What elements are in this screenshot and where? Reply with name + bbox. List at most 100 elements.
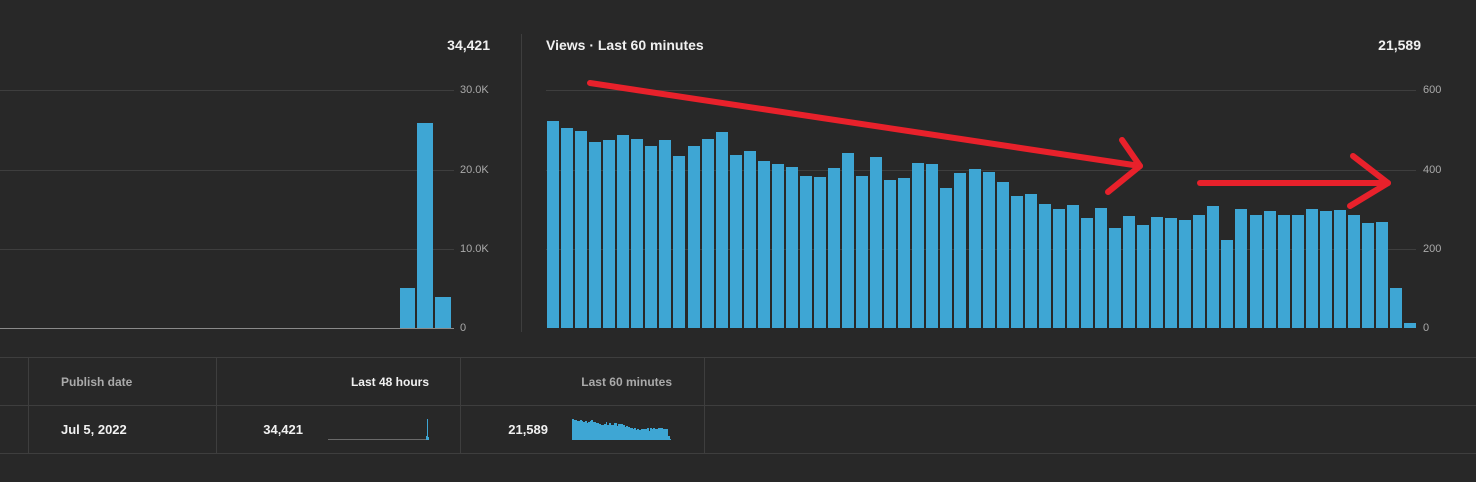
sparkline-60-bar: [600, 424, 603, 440]
right-chart-bar[interactable]: [1361, 222, 1374, 328]
sparkline-60-bar: [648, 431, 651, 440]
right-chart-bar[interactable]: [771, 164, 784, 328]
right-chart-bar[interactable]: [1066, 205, 1079, 328]
right-chart-bar[interactable]: [1038, 203, 1051, 328]
right-chart-bar[interactable]: [1263, 210, 1276, 328]
right-chart-bar[interactable]: [870, 157, 883, 328]
table-col-divider-1: [28, 357, 29, 453]
sparkline-48-baseline: [328, 439, 428, 440]
sparkline-60-bar: [642, 428, 645, 440]
right-chart-bar[interactable]: [1123, 215, 1136, 328]
right-chart-bar[interactable]: [1375, 221, 1388, 328]
right-chart-bar[interactable]: [926, 164, 939, 328]
sparkline-60-bar: [645, 428, 648, 440]
right-chart-bar[interactable]: [884, 180, 897, 328]
left-chart-bar[interactable]: [435, 297, 451, 328]
right-chart-bar[interactable]: [561, 128, 574, 328]
right-chart-bar[interactable]: [996, 182, 1009, 328]
right-chart-bar[interactable]: [1010, 195, 1023, 328]
left-chart-bar[interactable]: [417, 123, 433, 328]
header-last-60-minutes[interactable]: Last 60 minutes: [581, 375, 672, 389]
sparkline-60-bar: [573, 419, 576, 440]
row-last-60-minutes-value: 21,589: [508, 422, 548, 437]
right-chart-bar[interactable]: [687, 145, 700, 328]
right-chart-bar[interactable]: [1024, 194, 1037, 328]
right-chart-bar[interactable]: [1193, 214, 1206, 328]
sparkline-60-bar: [661, 428, 664, 440]
sparkline-60-bar: [656, 428, 659, 440]
flat-trend-arrow-head: [1347, 153, 1391, 209]
right-chart-bar[interactable]: [673, 156, 686, 328]
sparkline-60-bar: [637, 428, 640, 440]
right-chart-bar[interactable]: [1080, 218, 1093, 328]
right-total: 21,589: [1378, 37, 1421, 53]
sparkline-60-bar: [655, 428, 657, 440]
left-tick-0: 0: [460, 322, 467, 334]
right-chart-bar[interactable]: [1235, 209, 1248, 328]
right-chart-bar[interactable]: [1277, 214, 1290, 328]
right-chart-bar[interactable]: [954, 173, 967, 328]
right-chart-bar[interactable]: [1347, 214, 1360, 328]
right-chart-bar[interactable]: [982, 172, 995, 328]
sparkline-60-bar: [631, 427, 633, 440]
sparkline-60-bar: [599, 423, 602, 440]
sparkline-60-bar: [583, 421, 586, 440]
sparkline-60-bar: [602, 424, 605, 440]
right-chart-bar[interactable]: [799, 176, 812, 328]
right-chart-bar[interactable]: [1179, 220, 1192, 328]
right-chart-bar[interactable]: [589, 141, 602, 328]
header-last-48-hours[interactable]: Last 48 hours: [350, 375, 429, 389]
right-chart-bar[interactable]: [785, 166, 798, 328]
right-chart-bar[interactable]: [715, 132, 728, 328]
right-chart-bar[interactable]: [1207, 206, 1220, 328]
right-chart-bar[interactable]: [1137, 224, 1150, 328]
sparkline-60-bar: [575, 420, 578, 440]
right-chart-bar[interactable]: [1390, 288, 1402, 328]
right-chart-bar[interactable]: [1291, 214, 1304, 328]
sparkline-60-bar: [624, 426, 627, 440]
sparkline-60-bar: [572, 419, 574, 440]
right-chart-bar[interactable]: [828, 168, 840, 328]
sparkline-60-bar: [591, 420, 594, 440]
right-chart-bar[interactable]: [898, 178, 911, 328]
right-chart-bar[interactable]: [940, 187, 953, 328]
right-chart-bar[interactable]: [547, 120, 559, 328]
sparkline-60-bar: [632, 428, 635, 440]
left-chart-bar[interactable]: [399, 288, 416, 328]
right-chart-bar[interactable]: [1165, 217, 1178, 328]
row-publish-date: Jul 5, 2022: [61, 422, 127, 437]
right-chart-bar[interactable]: [1333, 210, 1346, 328]
right-chart-bar[interactable]: [645, 145, 658, 328]
right-chart-bar[interactable]: [701, 138, 714, 328]
right-chart-bar[interactable]: [631, 138, 644, 328]
right-chart-bar[interactable]: [856, 176, 869, 328]
right-chart-bar[interactable]: [1305, 209, 1318, 328]
right-chart-bar[interactable]: [743, 150, 756, 328]
sparkline-60-bar: [663, 428, 665, 440]
right-tick-0: 0: [1423, 322, 1430, 334]
right-chart-bar[interactable]: [659, 140, 672, 328]
sparkline-60-bar: [634, 427, 637, 440]
right-chart-bar[interactable]: [729, 154, 742, 328]
sparkline-60-bar: [611, 424, 614, 440]
right-chart-bar[interactable]: [757, 161, 770, 328]
right-chart-bar[interactable]: [1221, 239, 1234, 328]
left-grid-20k: [0, 170, 454, 171]
right-chart-bar[interactable]: [1094, 207, 1107, 328]
right-chart-bar[interactable]: [1151, 216, 1164, 328]
right-chart-bar[interactable]: [842, 153, 855, 328]
right-chart-bar[interactable]: [813, 177, 826, 328]
right-chart-bar[interactable]: [1319, 210, 1332, 328]
right-chart-bar[interactable]: [575, 130, 588, 328]
right-chart-bar[interactable]: [1109, 227, 1121, 328]
right-chart-bar[interactable]: [617, 134, 630, 328]
right-chart-bar[interactable]: [912, 162, 925, 328]
right-chart-bar[interactable]: [1052, 209, 1065, 328]
right-chart-bar[interactable]: [603, 140, 616, 328]
right-chart-bar[interactable]: [1249, 214, 1262, 328]
right-chart-bar[interactable]: [968, 169, 981, 328]
header-publish-date[interactable]: Publish date: [61, 375, 133, 389]
right-chart-bar[interactable]: [1404, 323, 1417, 328]
sparkline-48-bar: [428, 436, 429, 440]
sparkline-60-bar: [595, 423, 598, 440]
